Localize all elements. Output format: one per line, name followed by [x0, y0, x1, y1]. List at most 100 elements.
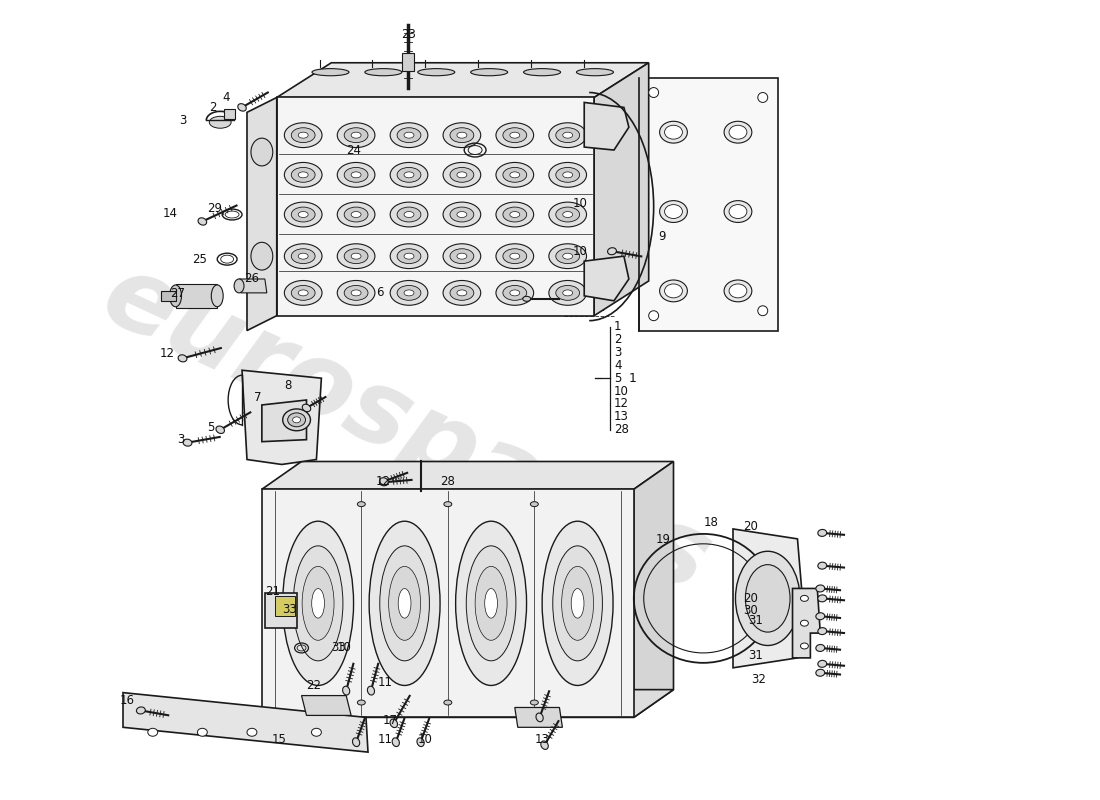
Ellipse shape	[302, 566, 334, 640]
Ellipse shape	[549, 162, 586, 187]
Ellipse shape	[817, 595, 827, 602]
Ellipse shape	[288, 413, 306, 426]
Polygon shape	[242, 370, 321, 465]
Ellipse shape	[311, 728, 321, 736]
Ellipse shape	[563, 254, 573, 259]
Ellipse shape	[370, 522, 440, 686]
Ellipse shape	[509, 290, 520, 296]
Ellipse shape	[664, 205, 682, 218]
Ellipse shape	[397, 128, 421, 142]
Ellipse shape	[404, 254, 414, 259]
Ellipse shape	[344, 286, 369, 300]
Text: 31: 31	[748, 650, 762, 662]
Ellipse shape	[450, 207, 474, 222]
Ellipse shape	[379, 546, 429, 661]
Polygon shape	[594, 62, 649, 316]
Ellipse shape	[344, 167, 369, 182]
Ellipse shape	[444, 700, 452, 705]
Ellipse shape	[553, 546, 603, 661]
Ellipse shape	[801, 595, 808, 602]
Text: 10: 10	[337, 642, 351, 654]
Polygon shape	[277, 62, 649, 98]
Ellipse shape	[576, 69, 614, 76]
Ellipse shape	[563, 172, 573, 178]
Text: 20: 20	[742, 521, 758, 534]
Ellipse shape	[443, 202, 481, 227]
Ellipse shape	[342, 686, 350, 695]
Ellipse shape	[509, 254, 520, 259]
Text: 23: 23	[400, 29, 416, 42]
Text: 24: 24	[346, 143, 361, 157]
Ellipse shape	[283, 409, 310, 430]
Text: 10: 10	[418, 733, 432, 746]
Ellipse shape	[816, 613, 825, 620]
Text: 12: 12	[160, 347, 175, 360]
Ellipse shape	[338, 202, 375, 227]
Ellipse shape	[365, 69, 402, 76]
Ellipse shape	[607, 248, 616, 254]
Ellipse shape	[417, 738, 425, 746]
Text: 6: 6	[376, 286, 384, 299]
Ellipse shape	[238, 104, 246, 111]
Ellipse shape	[496, 244, 534, 269]
Ellipse shape	[450, 128, 474, 142]
Polygon shape	[176, 284, 217, 308]
Ellipse shape	[456, 290, 466, 296]
Ellipse shape	[390, 244, 428, 269]
Ellipse shape	[724, 280, 752, 302]
Ellipse shape	[169, 285, 182, 306]
Polygon shape	[515, 707, 562, 727]
Ellipse shape	[556, 286, 580, 300]
Text: 7: 7	[254, 390, 262, 403]
Ellipse shape	[298, 290, 308, 296]
Ellipse shape	[817, 660, 827, 667]
Ellipse shape	[284, 162, 322, 187]
Text: 33: 33	[331, 642, 346, 654]
Ellipse shape	[524, 69, 561, 76]
Ellipse shape	[450, 167, 474, 182]
Ellipse shape	[496, 162, 534, 187]
Text: 5: 5	[614, 372, 622, 385]
Ellipse shape	[178, 354, 187, 362]
Text: 10: 10	[614, 385, 629, 398]
Polygon shape	[262, 400, 307, 442]
Ellipse shape	[563, 132, 573, 138]
Ellipse shape	[298, 254, 308, 259]
Text: 33: 33	[282, 602, 297, 616]
Ellipse shape	[801, 620, 808, 626]
Polygon shape	[123, 693, 369, 752]
Ellipse shape	[496, 281, 534, 306]
Ellipse shape	[283, 522, 353, 686]
Ellipse shape	[660, 122, 688, 143]
Ellipse shape	[294, 546, 343, 661]
Ellipse shape	[292, 128, 315, 142]
Ellipse shape	[729, 284, 747, 298]
Ellipse shape	[455, 522, 527, 686]
Ellipse shape	[344, 249, 369, 264]
Ellipse shape	[556, 167, 580, 182]
Ellipse shape	[456, 172, 466, 178]
Ellipse shape	[496, 202, 534, 227]
Text: 10: 10	[572, 197, 587, 210]
Ellipse shape	[358, 700, 365, 705]
Circle shape	[758, 306, 768, 316]
Ellipse shape	[293, 417, 300, 423]
Ellipse shape	[549, 244, 586, 269]
Ellipse shape	[562, 566, 594, 640]
Ellipse shape	[292, 207, 315, 222]
Ellipse shape	[443, 244, 481, 269]
Text: 25: 25	[192, 253, 207, 266]
Text: 21: 21	[265, 585, 279, 598]
Text: eurospares: eurospares	[86, 245, 725, 614]
Ellipse shape	[284, 281, 322, 306]
Text: 13: 13	[614, 410, 629, 423]
Ellipse shape	[549, 122, 586, 147]
Text: 3: 3	[177, 433, 185, 446]
Text: 16: 16	[120, 694, 135, 707]
Ellipse shape	[660, 280, 688, 302]
Text: 30: 30	[742, 604, 758, 617]
Ellipse shape	[556, 128, 580, 142]
Ellipse shape	[211, 285, 223, 306]
Ellipse shape	[522, 296, 530, 302]
Ellipse shape	[292, 286, 315, 300]
